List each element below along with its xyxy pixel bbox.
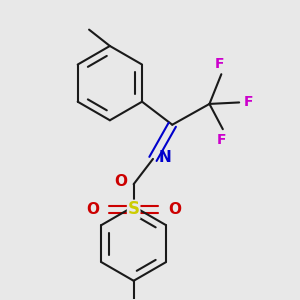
Text: O: O xyxy=(114,174,127,189)
Text: S: S xyxy=(128,200,140,218)
Text: F: F xyxy=(217,133,226,147)
Text: N: N xyxy=(159,150,172,165)
Text: O: O xyxy=(168,202,182,217)
Text: F: F xyxy=(215,57,225,70)
Text: F: F xyxy=(244,95,253,110)
Text: O: O xyxy=(86,202,99,217)
